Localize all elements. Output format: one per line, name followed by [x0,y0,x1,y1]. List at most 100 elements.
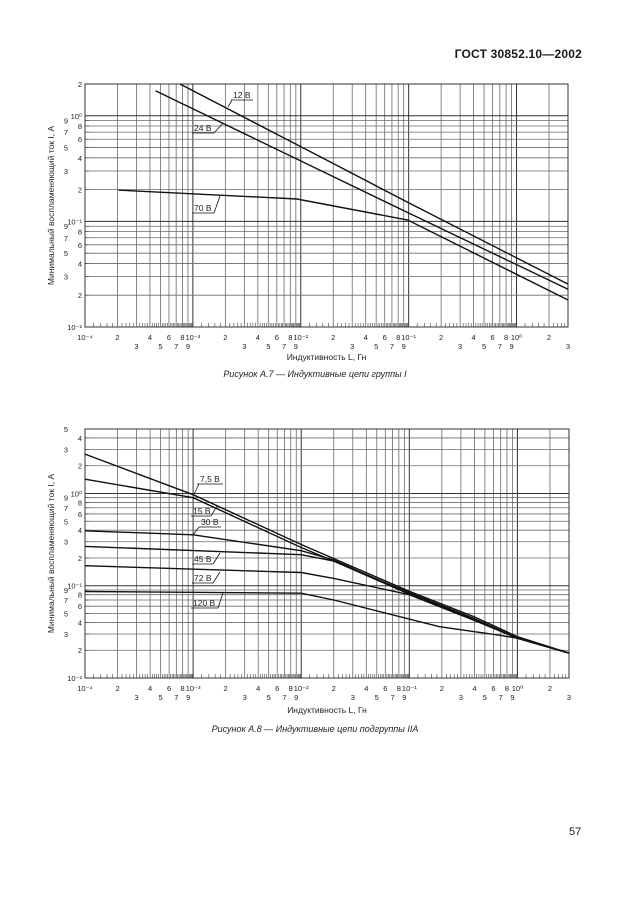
y-tick-label: 3 [64,273,68,282]
x-tick-label: 6 [167,333,171,342]
y-tick-label: 10⁻² [67,674,82,683]
x-tick-label: 8 [504,333,508,342]
x-tick-label: 10⁰ [512,684,523,693]
y-tick-label: 6 [78,510,82,519]
x-tick-label: 2 [332,684,336,693]
x-tick-label: 9 [402,342,406,351]
x-tick-label: 2 [440,684,444,693]
y-axis-label: Минимальный воспламеняющий ток I, А [46,126,56,286]
x-tick-label: 6 [275,333,279,342]
series-label: 15 В [193,506,211,516]
x-axis-label: Индуктивность L, Гн [287,705,367,715]
y-tick-label: 6 [78,602,82,611]
series-label: 120 В [193,598,216,608]
x-tick-label: 3 [458,342,462,351]
x-tick-label: 7 [282,342,286,351]
x-tick-label: 10⁰ [511,333,522,342]
y-tick-label: 7 [64,504,68,513]
y-tick-label: 9 [64,586,68,595]
x-tick-label: 6 [383,684,387,693]
x-tick-label: 3 [350,342,354,351]
page-number: 57 [569,826,582,838]
plot-frame [84,83,569,328]
series-label: 72 В [194,573,212,583]
series-label: 45 В [194,554,212,564]
x-tick-label: 2 [223,333,227,342]
y-tick-label: 10⁰ [71,489,82,498]
x-tick-label: 6 [491,684,495,693]
series-label-leader [213,195,221,214]
x-tick-label: 10⁻⁴ [77,684,93,693]
series-label: 70 В [194,203,212,213]
x-tick-label: 9 [186,342,190,351]
x-tick-label: 4 [472,333,476,342]
series-label-leader [193,483,200,495]
x-tick-label: 2 [547,333,551,342]
x-tick-label: 10⁻⁴ [77,333,93,342]
x-tick-label: 9 [294,342,298,351]
y-tick-label: 5 [64,610,68,619]
x-tick-label: 7 [390,342,394,351]
y-tick-label: 3 [64,445,68,454]
x-tick-label: 10⁻³ [186,684,201,693]
y-tick-label: 6 [78,135,82,144]
x-tick-label: 3 [243,693,247,702]
x-tick-label: 5 [483,693,487,702]
series-label: 7,5 В [200,474,220,484]
x-tick-label: 4 [256,684,260,693]
x-tick-label: 2 [548,684,552,693]
x-tick-label: 2 [439,333,443,342]
series-label-leader [213,122,224,134]
y-tick-label: 2 [78,291,82,300]
y-tick-label: 8 [78,591,82,600]
x-tick-label: 3 [134,693,138,702]
x-tick-label: 5 [267,693,271,702]
y-tick-label: 4 [78,259,82,268]
y-tick-label: 2 [78,646,82,655]
x-tick-label: 5 [482,342,486,351]
x-tick-label: 10⁻² [294,684,309,693]
y-tick-label: 5 [64,517,68,526]
x-tick-label: 2 [331,333,335,342]
x-tick-label: 3 [134,342,138,351]
x-tick-label: 5 [158,693,162,702]
y-tick-label: 8 [78,228,82,237]
x-tick-label: 3 [351,693,355,702]
y-tick-label: 4 [78,618,82,627]
series-label-leader [217,592,224,609]
y-tick-label: 10⁻¹ [67,217,82,226]
series-line-6 [84,590,570,654]
x-tick-label: 3 [566,342,570,351]
y-tick-label: 10⁻¹ [67,582,82,591]
x-tick-label: 4 [148,684,152,693]
y-tick-label: 2 [78,186,82,195]
y-tick-label: 5 [64,144,68,153]
document-code: ГОСТ 30852.10—2002 [454,47,582,61]
y-tick-label: 2 [78,80,82,89]
x-tick-label: 5 [158,342,162,351]
x-tick-label: 9 [510,342,514,351]
y-axis-label: Минимальный воспламеняющий ток I, А [46,474,56,634]
y-tick-label: 3 [64,167,68,176]
x-tick-label: 10⁻² [293,333,308,342]
y-tick-label: 10⁰ [71,112,82,121]
x-tick-label: 7 [498,342,502,351]
x-tick-label: 2 [115,333,119,342]
x-axis-label: Индуктивность L, Гн [287,352,367,362]
x-tick-label: 6 [491,333,495,342]
x-tick-label: 8 [505,684,509,693]
x-tick-label: 4 [256,333,260,342]
x-tick-label: 7 [499,693,503,702]
y-tick-label: 9 [64,494,68,503]
y-tick-label: 9 [64,117,68,126]
x-tick-label: 3 [459,693,463,702]
x-tick-label: 8 [181,684,185,693]
y-tick-label: 8 [78,498,82,507]
x-tick-label: 8 [288,333,292,342]
y-tick-label: 7 [64,596,68,605]
y-tick-label: 4 [78,526,82,535]
y-tick-label: 8 [78,122,82,131]
series-label: 24 В [194,123,212,133]
